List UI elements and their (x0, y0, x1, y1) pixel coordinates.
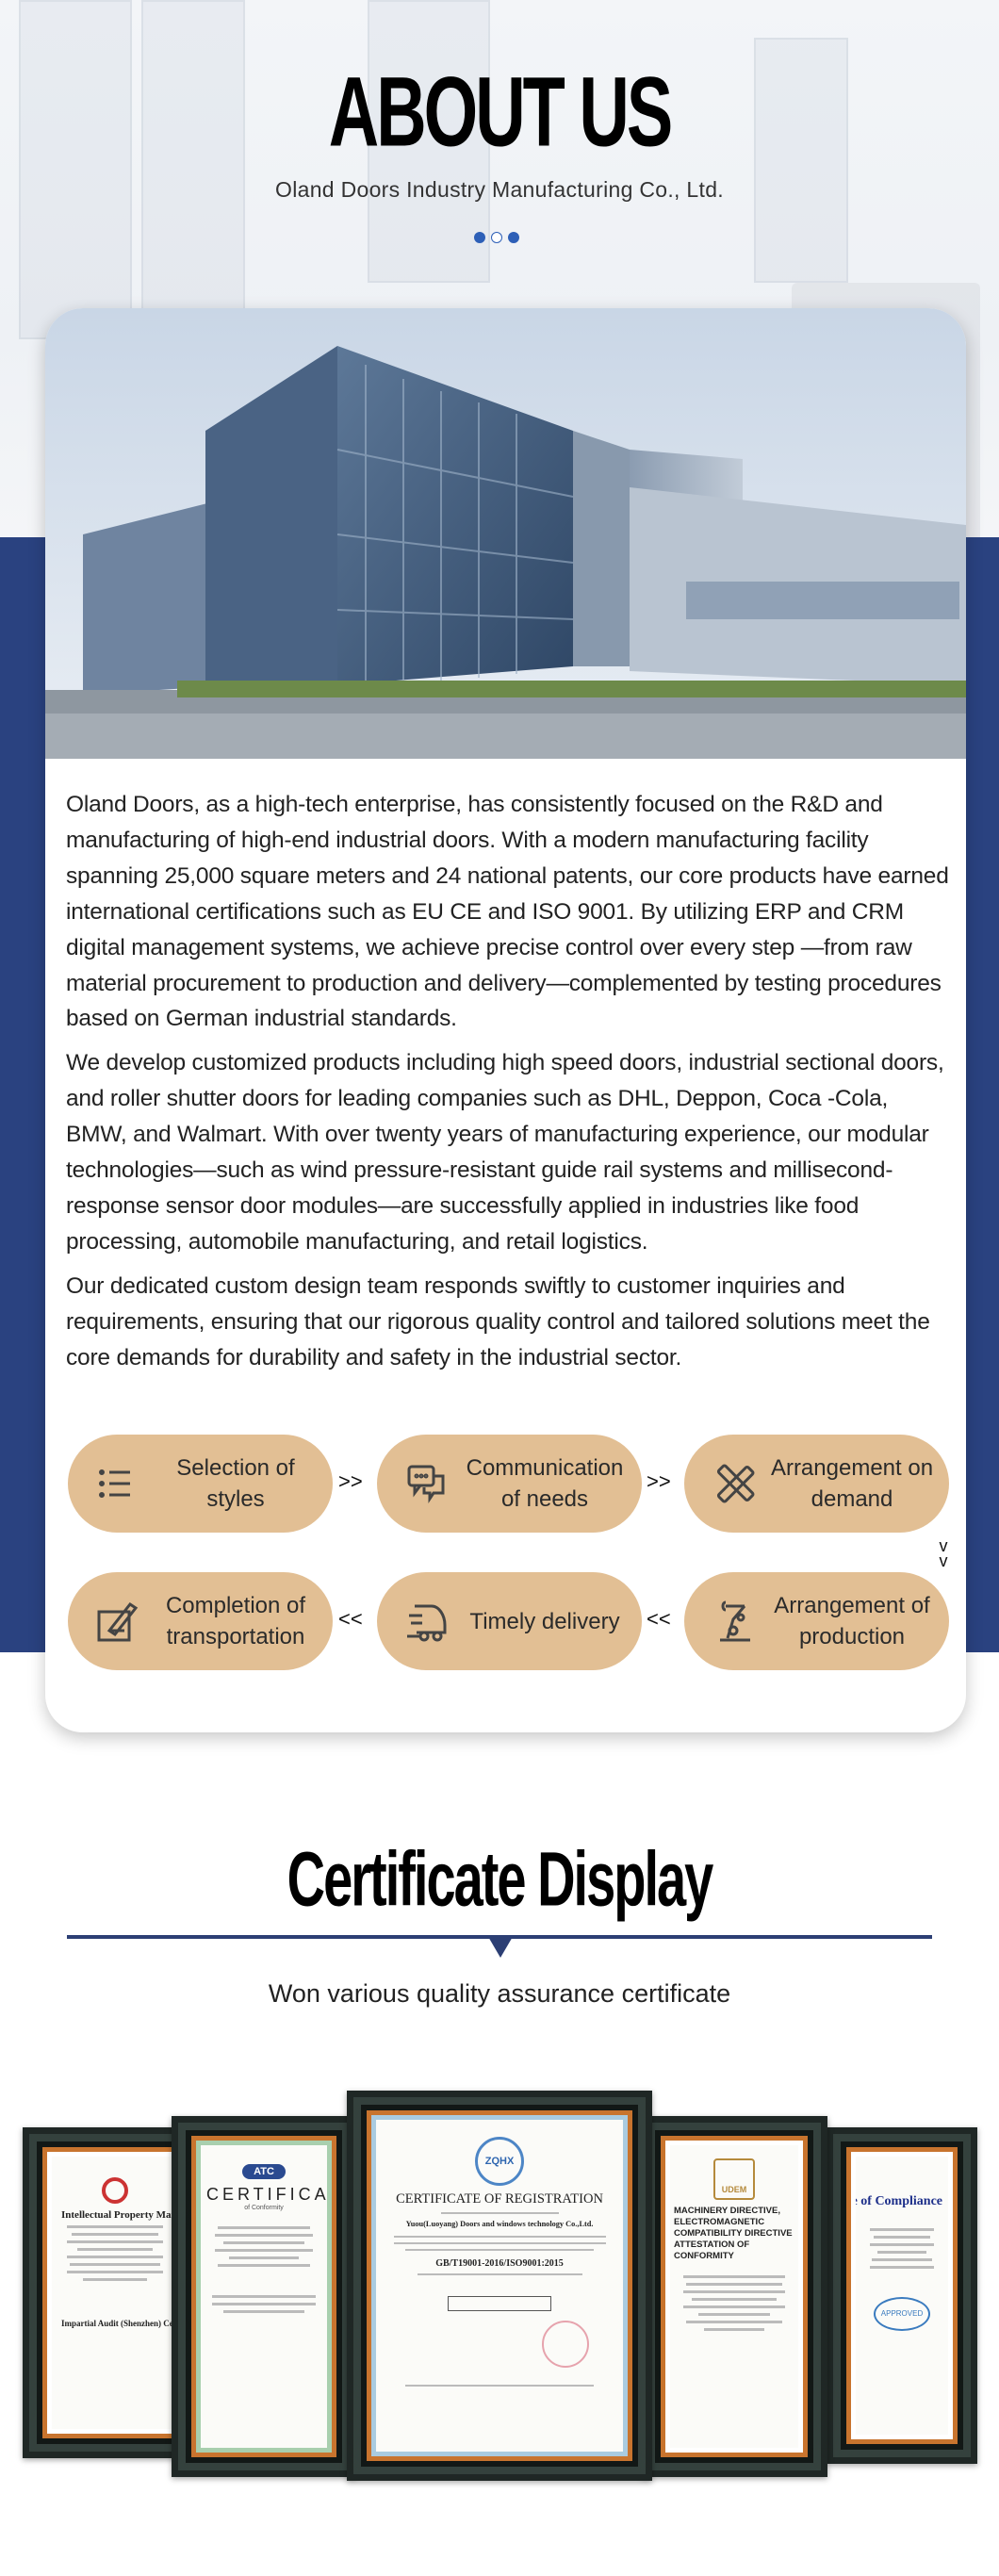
arrow-left: << (338, 1607, 363, 1631)
about-paragraph: We develop customized products including… (66, 1050, 944, 1255)
process-step-completion-of-transportation: Completion of transportation (68, 1572, 333, 1670)
certificate-ip-management[interactable]: Intellectual Property Management System … (23, 2127, 202, 2458)
list-icon (99, 1469, 130, 1498)
certificate-of-registration[interactable]: ZQHX CERTIFICATE OF REGISTRATION Yuou(Lu… (347, 2091, 652, 2481)
certificate-title: Certificate Display (287, 1835, 714, 1922)
bg-window (368, 0, 490, 283)
arrow-right: >> (647, 1469, 671, 1493)
about-paragraph: Oland Doors, as a high-tech enterprise, … (66, 792, 949, 1032)
zqhx-logo: ZQHX (475, 2137, 524, 2186)
process-step-label: Selection of styles (176, 1455, 295, 1512)
factory-building-photo (45, 308, 966, 759)
certificate-heading: Intellectual Property Management System … (61, 2209, 172, 2221)
bg-window (141, 0, 245, 339)
process-step-label: Completion of transportation (165, 1593, 306, 1649)
ruler-pencil-icon (716, 1464, 755, 1503)
certificate-subtitle: Won various quality assurance certificat… (268, 1979, 731, 2008)
certificate-org: Impartial Audit (Shenzhen) Certification (61, 2319, 172, 2328)
truck-icon (407, 1604, 447, 1642)
atc-logo: ATC (242, 2164, 286, 2179)
company-name: Oland Doors Industry Manufacturing Co., … (275, 177, 724, 202)
carousel-dot[interactable] (508, 232, 519, 243)
arrow-right: >> (338, 1469, 363, 1493)
sign-icon (97, 1601, 139, 1642)
carousel-dot[interactable] (474, 232, 485, 243)
certificate-heading: MACHINERY DIRECTIVE, ELECTROMAGNETIC COM… (674, 2206, 793, 2261)
about-card: Oland Doors, as a high-tech enterprise, … (45, 308, 966, 1732)
certificate-atc-conformity[interactable]: ATC CERTIFICATE of Conformity (172, 2116, 356, 2477)
about-paragraph: Our dedicated custom design team respond… (66, 1272, 930, 1370)
bg-window (19, 0, 132, 339)
certificate-udem-machinery[interactable]: UDEM MACHINERY DIRECTIVE, ELECTROMAGNETI… (641, 2116, 827, 2477)
certificate-heading: CERTIFICATE OF REGISTRATION (396, 2191, 603, 2207)
udem-logo: UDEM (713, 2158, 755, 2200)
process-step-arrangement-of-production: Arrangement of production (684, 1572, 949, 1670)
process-step-label: Arrangement of production (774, 1593, 930, 1649)
bg-window (754, 38, 848, 283)
about-title: ABOUT US (328, 56, 673, 168)
carousel-dots (474, 232, 519, 243)
approved-stamp: APPROVED (874, 2297, 930, 2331)
process-step-selection-of-styles: Selection of styles (68, 1435, 333, 1533)
process-step-timely-delivery: Timely delivery (377, 1572, 642, 1670)
red-seal-icon (542, 2321, 589, 2368)
process-step-label: Arrangement on demand (770, 1455, 934, 1512)
arrow-left: << (647, 1607, 671, 1631)
ip-logo-icon (102, 2177, 128, 2204)
certificate-standard: GB/T19001-2016/ISO9001:2015 (435, 2258, 564, 2269)
process-step-arrangement-on-demand: Arrangement on demand (684, 1435, 949, 1533)
carousel-dot-active[interactable] (491, 232, 502, 243)
certificate-heading: CERTIFICATE (206, 2185, 327, 2204)
certificate-sub: of Conformity (244, 2205, 284, 2211)
robot-arm-icon (720, 1600, 750, 1642)
arrow-down: v v (939, 1536, 948, 1570)
process-step-communication-of-needs: Communication of needs (377, 1435, 642, 1533)
process-step-label: Timely delivery (469, 1608, 620, 1634)
certificate-compliance[interactable]: Certificate of Compliance APPROVED (827, 2127, 977, 2464)
certificate-company: Yuou(Luoyang) Doors and windows technolo… (405, 2220, 594, 2228)
chat-icon (407, 1465, 445, 1503)
certificate-heading: Certificate of Compliance (856, 2194, 942, 2208)
about-description: Oland Doors, as a high-tech enterprise, … (66, 787, 952, 1385)
divider-triangle-icon (487, 1935, 514, 1958)
process-step-label: Communication of needs (466, 1455, 624, 1512)
